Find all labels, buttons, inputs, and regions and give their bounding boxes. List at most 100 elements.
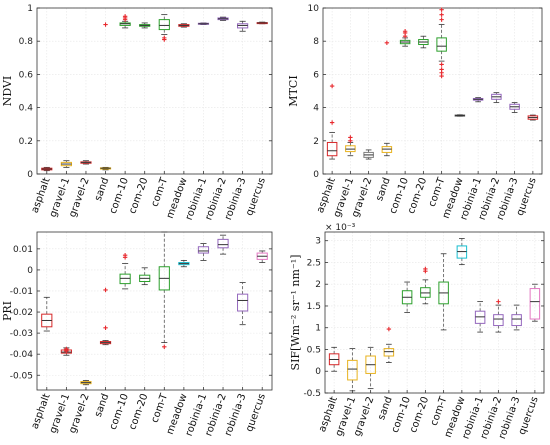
outlier-point (122, 14, 128, 19)
box-gravel-1 (347, 348, 358, 392)
outlier-point (439, 7, 444, 12)
box-body (197, 246, 210, 254)
box-com-10 (119, 252, 131, 290)
y-tick-label: 1.5 (307, 302, 321, 312)
box-body (119, 273, 131, 285)
box-sand (99, 287, 112, 346)
chart-panel-3: 0.010-0.01-0.02-0.03-0.04-0.05PRIasphalt… (1, 231, 273, 438)
x-tick-label: com-T (149, 175, 170, 208)
box-meadow (454, 114, 466, 117)
box-quercus (256, 250, 268, 263)
y-axis-label: MTCI (287, 75, 300, 106)
box-body (347, 359, 358, 381)
box-com-20 (139, 267, 151, 286)
outlier-point (122, 252, 128, 258)
y-tick-label: -0.03 (10, 329, 33, 339)
box-body (529, 288, 541, 320)
y-tick-label: 1 (315, 324, 321, 334)
y-tick-label: 0 (313, 170, 319, 180)
box-robinia-1 (197, 243, 210, 261)
box-quercus (529, 283, 541, 322)
y-tick-label: 0 (27, 266, 33, 276)
outlier-point (402, 29, 408, 34)
box-com-T (158, 14, 170, 42)
box-body (158, 19, 170, 31)
y-tick-label: 3 (315, 237, 321, 247)
y-tick-label: 0.8 (19, 37, 34, 47)
y-tick-label: 1 (27, 4, 33, 14)
box-com-T (436, 7, 447, 79)
box-robinia-3 (511, 304, 522, 331)
box-robinia-1 (474, 301, 486, 333)
outlier-point (423, 266, 428, 272)
y-tick-label: 0.2 (19, 137, 33, 147)
y-tick-label: -0.05 (10, 371, 33, 381)
y-tick-label: -0.04 (10, 350, 34, 360)
box-body (237, 293, 249, 312)
x-tick-label: sand (93, 392, 112, 418)
x-tick-label: com-20 (127, 392, 150, 431)
outlier-point (162, 344, 167, 350)
outlier-point (384, 40, 390, 46)
box-quercus (256, 21, 268, 25)
axes-frame (322, 7, 543, 175)
box-robinia-1 (472, 97, 484, 103)
y-axis-label: SIF[Wm⁻² sr⁻¹ nm⁻¹] (289, 255, 302, 371)
axes-frame (36, 7, 273, 175)
box-gravel-2 (80, 380, 92, 386)
box-com-10 (119, 14, 131, 29)
outlier-point (103, 287, 108, 293)
outlier-point (439, 12, 444, 17)
y-tick-label: 0.5 (307, 345, 321, 355)
box-body (217, 238, 229, 249)
box-body (326, 141, 338, 157)
y-tick-label: 8 (313, 37, 319, 47)
box-gravel-2 (363, 149, 374, 160)
outlier-point (439, 62, 444, 67)
y-tick-label: -0.5 (303, 389, 321, 399)
chart-panel-1: 00.20.40.60.81NDVIasphaltgravel-1gravel-… (1, 4, 273, 222)
box-com-T (438, 253, 449, 331)
y-axis-label: NDVI (1, 76, 14, 107)
y-axis-label: PRI (1, 301, 14, 321)
box-gravel-1 (345, 135, 356, 157)
box-body (493, 314, 504, 327)
outlier-point (386, 326, 392, 332)
y-tick-label: 10 (308, 4, 320, 14)
box-robinia-2 (491, 92, 502, 104)
y-tick-label: 4 (313, 104, 319, 114)
box-gravel-1 (60, 160, 72, 168)
box-gravel-2 (365, 346, 376, 390)
box-asphalt (41, 296, 53, 332)
box-com-10 (399, 29, 411, 47)
box-sand (383, 326, 395, 363)
box-gravel-1 (60, 346, 72, 356)
x-tick-label: com-20 (127, 176, 150, 215)
axes-frame (324, 231, 545, 394)
box-body (511, 314, 522, 327)
box-robinia-3 (237, 20, 249, 32)
box-sand (381, 40, 393, 157)
box-robinia-2 (493, 299, 504, 333)
x-tick-label: sand (376, 395, 395, 421)
y-tick-label: -0.02 (10, 308, 33, 318)
y-tick-label: 0 (315, 367, 321, 377)
outlier-point (103, 22, 108, 27)
box-asphalt (328, 346, 340, 372)
outlier-point (496, 299, 501, 304)
x-tick-label: sand (93, 176, 112, 202)
y-tick-label: 2 (313, 137, 319, 147)
y-axis-exponent: × 10⁻³ (325, 223, 356, 233)
box-meadow (178, 23, 190, 28)
box-gravel-2 (80, 160, 92, 165)
box-robinia-2 (217, 16, 229, 21)
outlier-point (64, 348, 69, 354)
x-tick-label: quercus (244, 176, 268, 217)
box-robinia-1 (197, 22, 210, 26)
box-com-T (158, 231, 170, 350)
box-body (383, 348, 395, 357)
y-tick-label: 0 (27, 170, 33, 180)
outlier-point (103, 325, 108, 331)
x-tick-label: com-T (149, 391, 170, 424)
